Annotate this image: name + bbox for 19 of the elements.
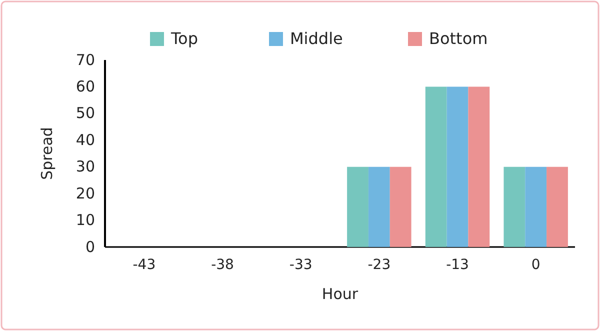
x-tick-label: -13 <box>446 256 469 273</box>
x-tick-label: 0 <box>531 256 540 273</box>
x-axis-title: Hour <box>322 285 359 303</box>
y-tick-label: 50 <box>76 104 95 122</box>
y-tick-label: 40 <box>76 130 95 149</box>
y-axis-title: Spread <box>38 127 56 180</box>
y-tick-label: 0 <box>85 238 95 256</box>
x-tick-label: -33 <box>289 256 312 273</box>
y-tick-label: 70 <box>76 50 95 69</box>
x-tick-label: -38 <box>211 256 234 273</box>
legend-label: Bottom <box>429 29 488 48</box>
legend-label: Middle <box>290 29 343 48</box>
y-tick-label: 10 <box>76 211 95 230</box>
x-tick-label: -23 <box>368 256 391 273</box>
legend-label: Top <box>170 29 198 48</box>
y-tick-label: 60 <box>76 78 95 96</box>
y-tick-label: 20 <box>76 184 95 202</box>
x-tick-label: -43 <box>132 256 156 273</box>
y-tick-label: 30 <box>76 158 95 176</box>
